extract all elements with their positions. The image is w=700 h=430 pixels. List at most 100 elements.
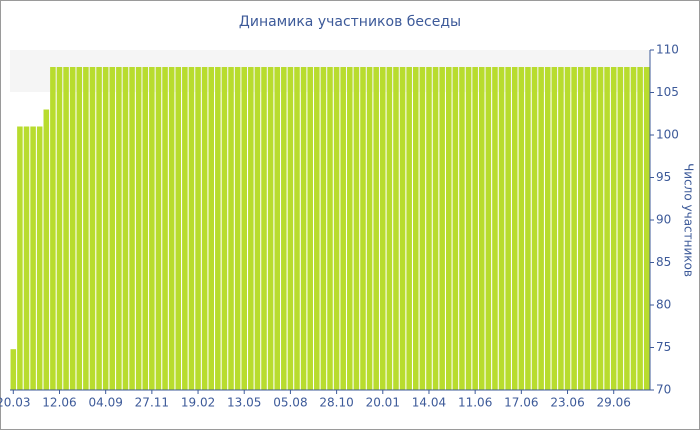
bar [492,67,498,390]
x-tick-label: 11.06 [458,396,492,410]
bar [452,67,459,390]
chart-title: Динамика участников беседы [239,14,461,30]
y-tick-label: 110 [656,43,679,57]
bar [175,67,182,390]
x-tick-label: 23.06 [550,396,584,410]
bar [558,67,564,390]
bar [531,67,538,390]
bar [168,67,175,390]
bar [208,67,215,390]
y-tick-label: 80 [656,298,671,312]
bar [505,67,511,390]
y-tick-label: 100 [656,128,679,142]
bar [360,67,366,390]
bar [478,67,485,390]
bar [340,67,346,390]
bar [314,67,320,390]
x-tick-label: 29.06 [597,396,631,410]
bar [525,67,531,390]
bar [30,126,36,390]
bar [63,67,69,390]
bar [571,67,577,390]
bar [254,67,261,390]
bar [36,126,43,390]
x-tick-label: 04.09 [88,396,122,410]
bar [122,67,129,390]
bar [261,67,267,390]
y-tick-label: 105 [656,85,679,99]
bar [162,67,168,390]
bar [195,67,201,390]
bar [511,67,518,390]
x-tick-label: 27.11 [135,396,169,410]
bar [50,67,56,390]
bar [142,67,149,390]
bar [129,67,135,390]
y-tick-label: 85 [656,255,671,269]
bar [406,67,412,390]
bar [419,67,426,390]
bar [432,67,439,390]
bar [320,67,327,390]
bar [287,67,294,390]
bar [102,67,109,390]
bar [577,67,584,390]
y-tick-label: 90 [656,213,671,227]
bar [538,67,544,390]
bar [248,67,254,390]
bar [89,67,96,390]
x-tick-label: 13.05 [227,396,261,410]
bar [228,67,234,390]
bar [109,67,116,390]
bar [234,67,241,390]
bar [149,67,155,390]
bar [300,67,307,390]
bar [637,67,643,390]
bar [413,67,419,390]
bar [182,67,188,390]
bar [465,67,472,390]
bar [201,67,208,390]
bar [617,67,624,390]
bar [597,67,604,390]
bar [281,67,287,390]
bar [380,67,386,390]
bar [155,67,162,390]
bar [267,67,274,390]
bar [307,67,313,390]
bar [426,67,432,390]
bar [43,109,50,390]
bar [439,67,445,390]
bar [215,67,221,390]
bar [135,67,142,390]
bar [83,67,89,390]
x-tick-label: 12.06 [42,396,76,410]
bar [498,67,505,390]
bar [584,67,591,390]
bar [347,67,353,390]
bar [23,126,30,390]
x-tick-label: 20.03 [0,396,30,410]
bar [333,67,340,390]
bar [386,67,393,390]
bar [17,126,23,390]
bar [116,67,122,390]
bar [399,67,406,390]
bar [624,67,630,390]
bar [294,67,300,390]
bar [96,67,102,390]
y-tick-label: 70 [656,383,671,397]
bar [327,67,333,390]
bar [643,67,650,390]
x-tick-label: 05.08 [273,396,307,410]
bar [564,67,571,390]
bar [10,349,17,390]
bar [274,67,280,390]
bar [76,67,83,390]
bar [551,67,558,390]
bar [544,67,551,390]
y-axis-label: Число участников [682,163,696,277]
bar [353,67,360,390]
bar [69,67,76,390]
